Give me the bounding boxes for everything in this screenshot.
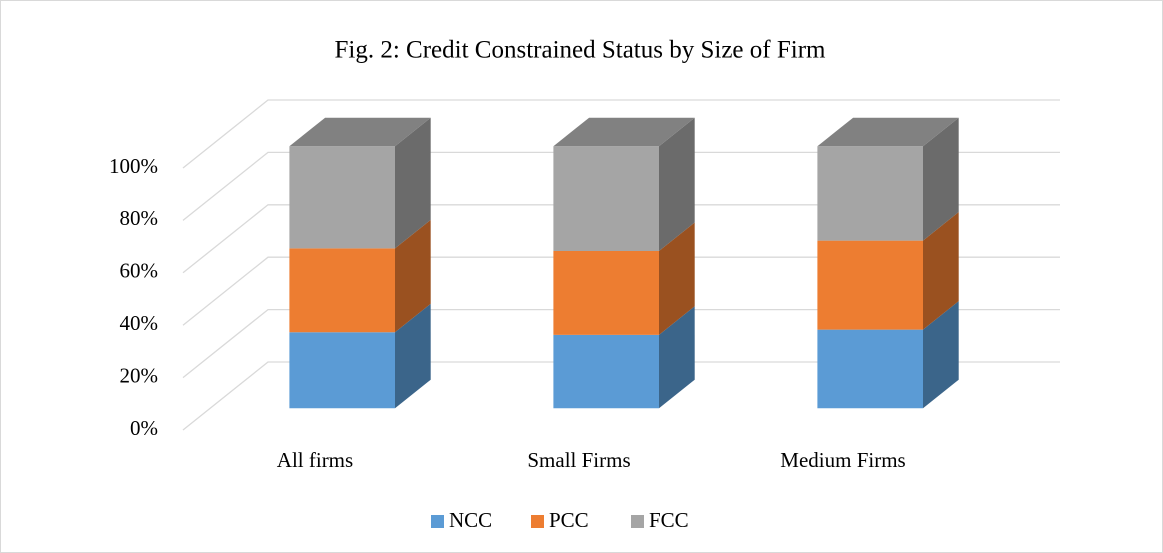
legend-label: FCC (649, 508, 689, 532)
y-tick-label: 80% (120, 206, 159, 230)
bar-segment (817, 212, 959, 330)
y-tick-label: 0% (130, 416, 158, 440)
bar-front (817, 240, 923, 330)
bar-top (553, 117, 695, 147)
legend-label: NCC (449, 508, 492, 532)
x-tick-label: Medium Firms (780, 448, 905, 472)
bar-front (553, 146, 659, 251)
chart-title: Fig. 2: Credit Constrained Status by Siz… (335, 37, 827, 64)
bar-front (817, 329, 923, 409)
x-tick-label: All firms (277, 448, 353, 472)
bar-front (817, 146, 923, 241)
bar-side (923, 117, 959, 241)
legend-swatch (631, 515, 644, 528)
grid-line (182, 151, 1060, 221)
bar-top (289, 117, 431, 147)
bar-segment (289, 303, 431, 409)
bar-segment (553, 222, 695, 335)
bar-side (395, 117, 431, 249)
legend-label: PCC (549, 508, 589, 532)
y-tick-label: 20% (120, 363, 159, 387)
bar-side (659, 222, 695, 335)
bar-front (289, 146, 395, 249)
bar-side (923, 301, 959, 409)
bar-side (659, 117, 695, 251)
bar-side (395, 219, 431, 333)
grid-line (182, 308, 1060, 379)
legend-swatch (531, 515, 544, 528)
bar-top (817, 117, 959, 147)
bar-segment (817, 117, 959, 241)
grid-line (182, 256, 1060, 326)
bar-segment (817, 301, 959, 409)
bar-segment (289, 117, 431, 249)
grid-line (182, 204, 1060, 274)
bar-side (395, 303, 431, 409)
bar-front (553, 334, 659, 409)
legend-swatch (431, 515, 444, 528)
bar-side (923, 212, 959, 330)
bar-front (289, 332, 395, 409)
bar-segment (289, 219, 431, 333)
bar-segment (553, 117, 695, 251)
y-tick-label: 40% (120, 311, 159, 335)
bar-front (289, 248, 395, 333)
bar-segment (553, 306, 695, 409)
x-tick-label: Small Firms (527, 448, 630, 472)
bar-side (659, 306, 695, 409)
y-tick-label: 60% (120, 259, 159, 283)
grid-line (182, 99, 1060, 169)
grid-line (182, 361, 1060, 431)
bar-front (553, 251, 659, 335)
y-tick-label: 100% (109, 154, 158, 178)
